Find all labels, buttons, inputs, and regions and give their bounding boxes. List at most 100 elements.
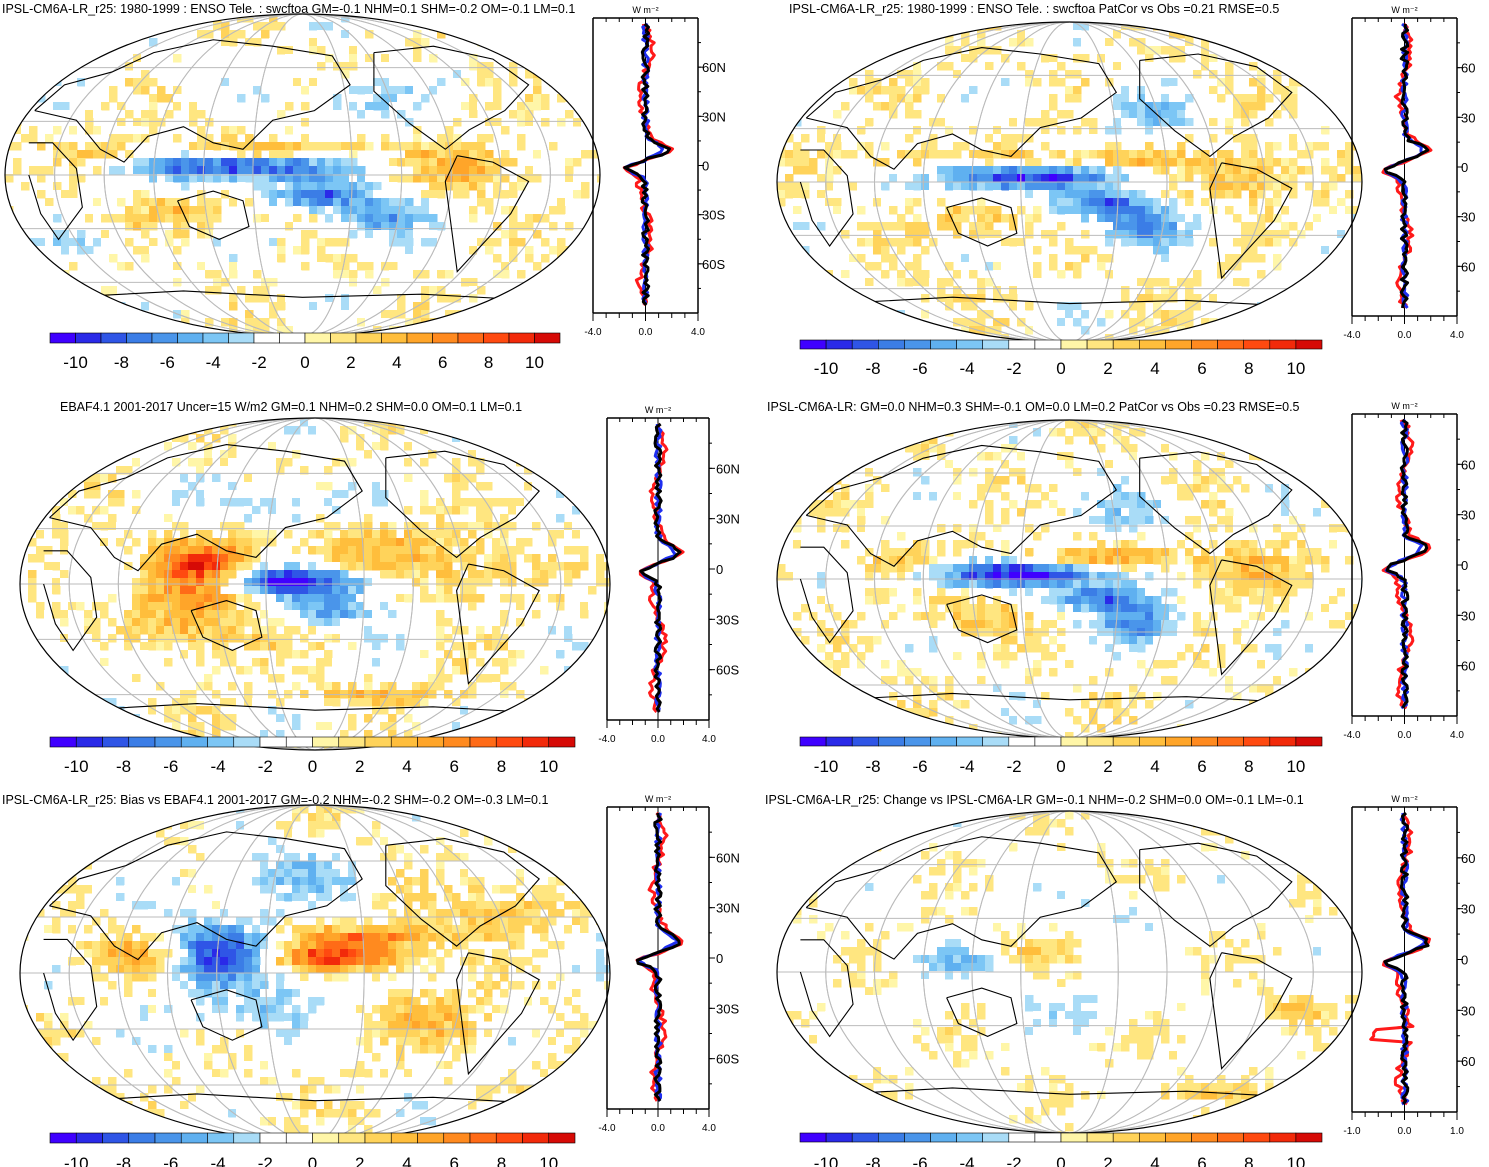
colorbar-tick-label: 2 — [1103, 1154, 1112, 1167]
colorbar-tick-label: -4 — [210, 1154, 225, 1167]
colorbar-swatch — [851, 1132, 879, 1143]
colorbar-tick-label: 2 — [355, 757, 364, 772]
colorbar-tick-label: 8 — [497, 757, 506, 772]
colorbar-swatch — [228, 332, 255, 344]
map-field — [777, 420, 1362, 738]
profile-x-label: -4.0 — [598, 734, 616, 745]
colorbar-swatch — [825, 339, 853, 350]
profile-lat-label: 60 — [1461, 259, 1475, 274]
colorbar-tick-label: -10 — [63, 353, 88, 372]
profile-units: W m⁻² — [1391, 5, 1417, 15]
colorbar-swatch — [495, 736, 523, 748]
colorbar-tick-label: -4 — [959, 359, 974, 378]
colorbar-swatch — [1269, 736, 1297, 747]
colorbar-swatch — [233, 736, 261, 748]
colorbar-swatch — [851, 736, 879, 747]
colorbar-tick-label: 4 — [402, 757, 411, 772]
colorbar-swatch — [469, 1132, 497, 1144]
colorbar-tick-label: 4 — [402, 1154, 411, 1167]
colorbar-swatch — [355, 332, 382, 344]
colorbar-swatch — [126, 332, 153, 344]
panel-svg: -4.0 0.0 4.0 W m⁻² 60 30 0 30 60 -10 -8 -6 -4 -2 0 2 4 6 8… — [776, 5, 1475, 378]
colorbar-swatch — [1217, 736, 1245, 747]
colorbar-tick-label: 8 — [1244, 757, 1253, 772]
map-outline — [19, 417, 611, 751]
colorbar-swatch — [304, 332, 331, 344]
colorbar-tick-label: -10 — [814, 757, 839, 772]
colorbar-swatch — [904, 339, 931, 350]
colorbar-swatch — [1138, 736, 1166, 747]
colorbar-swatch — [508, 332, 535, 344]
colorbar-tick-label: -2 — [1006, 1154, 1021, 1167]
profile-lat-label: 30N — [716, 512, 740, 527]
colorbar-swatch — [1243, 736, 1271, 747]
profile-lat-label: 60S — [702, 257, 725, 272]
colorbar-tick-label: 6 — [1197, 359, 1206, 378]
colorbar-swatch — [495, 1132, 523, 1144]
colorbar-swatch — [417, 1132, 445, 1144]
profile-lat-label: 30 — [1461, 608, 1475, 623]
colorbar-tick-label: -10 — [64, 757, 89, 772]
colorbar-swatch — [279, 332, 306, 344]
colorbar-swatch — [1060, 736, 1088, 747]
colorbar-swatch — [102, 1132, 130, 1144]
colorbar-swatch — [1191, 339, 1218, 350]
panel-title: IPSL-CM6A-LR_r25: Bias vs EBAF4.1 2001-2… — [2, 793, 549, 807]
colorbar-swatch — [1008, 1132, 1036, 1143]
profile-line-obs — [1369, 812, 1431, 1106]
colorbar-tick-label: -8 — [116, 757, 131, 772]
colorbar-tick-label: -6 — [163, 1154, 178, 1167]
colorbar-tick-label: 10 — [1286, 359, 1305, 378]
colorbar-tick-label: 0 — [1056, 359, 1065, 378]
colorbar: -10 -8 -6 -4 -2 0 2 4 6 8 10 — [49, 736, 576, 772]
colorbar-swatch — [154, 1132, 182, 1144]
colorbar-tick-label: -2 — [1006, 359, 1021, 378]
colorbar-tick-label: -8 — [866, 1154, 881, 1167]
colorbar-swatch — [49, 736, 77, 748]
colorbar-swatch — [202, 332, 229, 344]
colorbar-tick-label: 6 — [438, 353, 447, 372]
colorbar-swatch — [1269, 339, 1297, 350]
colorbar: -10 -8 -6 -4 -2 0 2 4 6 8 10 — [799, 736, 1323, 772]
colorbar-swatch — [1295, 736, 1323, 747]
colorbar-tick-label: -10 — [64, 1154, 89, 1167]
colorbar-swatch — [1217, 339, 1245, 350]
colorbar-tick-label: 2 — [355, 1154, 364, 1167]
profile-lat-label: 60 — [1461, 1054, 1475, 1069]
colorbar-tick-label: -2 — [252, 353, 267, 372]
colorbar-swatch — [177, 332, 204, 344]
graticule — [777, 811, 1362, 1133]
colorbar: -10 -8 -6 -4 -2 0 2 4 6 8 10 — [49, 1132, 576, 1167]
colorbar-tick-label: -4 — [959, 1154, 974, 1167]
colorbar-swatch — [75, 332, 102, 344]
colorbar-swatch — [1086, 339, 1114, 350]
colorbar-swatch — [259, 736, 287, 748]
profile-x-label: 4.0 — [702, 734, 716, 745]
zonal-profile: -1.0 0.0 1.0 W m⁻² 60 30 0 30 60 — [1343, 794, 1475, 1137]
colorbar-tick-label: 6 — [450, 757, 459, 772]
panel-model-patcor: -4.0 0.0 4.0 W m⁻² 60 30 0 30 60 -10 -8 -6 -4 -2 0 2 4 6 8… — [745, 392, 1489, 772]
colorbar-tick-label: 6 — [1197, 1154, 1206, 1167]
panel-ebaf-obs: -4.0 0.0 4.0 W m⁻² 60N 30N 0 30S 60S -10 -8 -6 -4 -2 0… — [0, 392, 740, 772]
colorbar-swatch — [1138, 339, 1166, 350]
colorbar-swatch — [390, 736, 418, 748]
colorbar-swatch — [381, 332, 408, 344]
coastlines — [28, 39, 541, 302]
colorbar-swatch — [338, 736, 366, 748]
colorbar-tick-label: -2 — [258, 757, 273, 772]
map-field — [5, 14, 600, 336]
colorbar-swatch — [1191, 736, 1218, 747]
colorbar-swatch — [904, 736, 931, 747]
panel-title: IPSL-CM6A-LR: GM=0.0 NHM=0.3 SHM=-0.1 OM… — [767, 400, 1300, 414]
profile-line-diff — [635, 812, 681, 1102]
profile-lat-label: 30S — [716, 1001, 739, 1016]
colorbar-swatch — [469, 736, 497, 748]
profile-lat-label: 60N — [716, 850, 740, 865]
profile-lat-label: 60 — [1461, 851, 1475, 866]
colorbar-tick-label: 6 — [1197, 757, 1206, 772]
graticule — [5, 14, 600, 336]
panel-change: -1.0 0.0 1.0 W m⁻² 60 30 0 30 60 -10 -8 -6 -4 -2 0 2 4 6 8… — [745, 785, 1489, 1167]
profile-lat-label: 30 — [1461, 210, 1475, 225]
colorbar-tick-label: 10 — [539, 757, 558, 772]
profile-lat-label: 0 — [716, 951, 723, 966]
